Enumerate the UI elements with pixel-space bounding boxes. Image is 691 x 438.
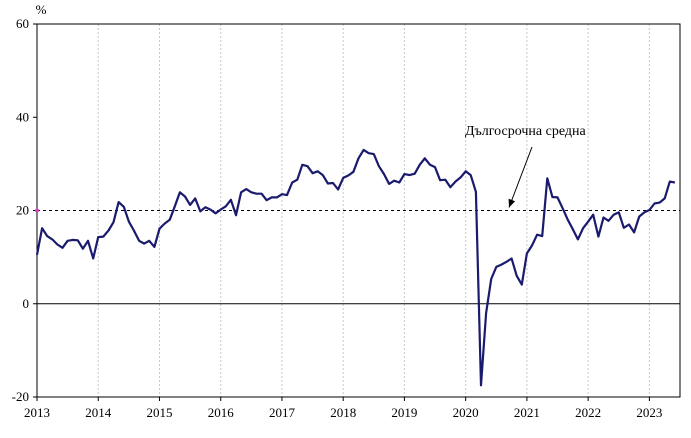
y-tick-label-60: 60 [16,16,29,31]
x-tick-label-2013: 2013 [24,405,50,420]
x-tick-label-2022: 2022 [575,405,601,420]
y-tick-label--20: -20 [12,389,29,404]
series-line [35,148,676,387]
x-tick-label-2019: 2019 [391,405,417,420]
x-axis-ticks: 2013 2014 2015 2016 2017 2018 2019 2020 2021 2022… [24,397,662,420]
reference-marker [35,208,39,213]
y-tick-label-20: 20 [16,203,29,218]
x-tick-label-2014: 2014 [85,405,112,420]
x-tick-label-2021: 2021 [514,405,540,420]
x-tick-label-2017: 2017 [269,405,296,420]
x-tick-label-2018: 2018 [330,405,356,420]
x-tick-label-2020: 2020 [453,405,479,420]
y-tick-label-0: 0 [23,296,30,311]
x-tick-label-2023: 2023 [636,405,662,420]
y-tick-label-40: 40 [16,109,29,124]
y-axis-unit-label: % [36,2,47,17]
annotation-arrow [508,146,533,208]
x-tick-label-2015: 2015 [146,405,172,420]
x-tick-label-2016: 2016 [208,405,235,420]
long-term-average-annotation: Дългосрочна средна [465,124,586,139]
y-axis-ticks: -20 0 20 40 60 [12,16,37,404]
annotation-arrowhead [508,198,516,208]
